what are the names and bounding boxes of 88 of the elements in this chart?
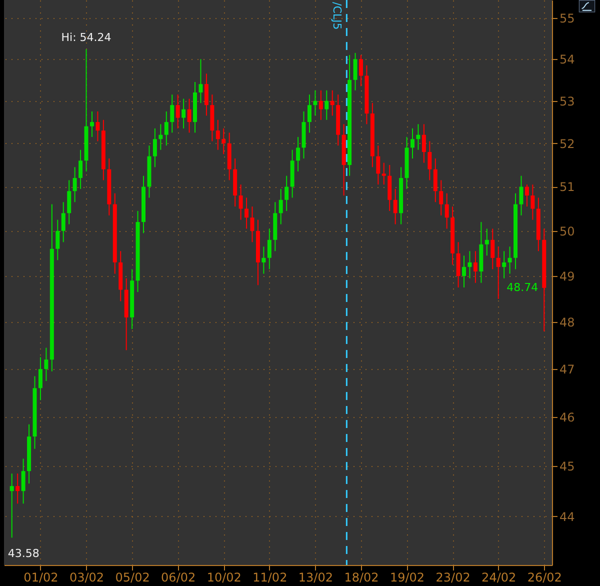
candlestick [158,124,163,150]
candlestick [21,458,26,504]
candlestick [284,175,289,212]
candlestick [176,94,180,129]
candlestick [530,184,535,220]
candlestick [244,197,249,230]
x-tick-label: 10/02 [206,570,242,584]
candlestick [10,473,14,538]
candlestick [473,250,478,284]
y-tick-label: 47 [560,362,575,377]
annotation: /CLJ5 [330,2,344,30]
y-tick-label: 54 [560,52,575,67]
candlestick [238,184,243,220]
candlestick [358,54,363,87]
x-tick-label: 26/02 [527,570,562,584]
candlestick [96,110,100,142]
annotation: 43.58 [8,547,40,560]
candlestick [428,140,432,181]
candlestick [61,202,66,243]
candlestick [519,175,524,216]
x-tick-label: 01/02 [24,570,58,584]
x-tick-label: 05/02 [115,570,150,584]
candlestick [508,246,512,274]
candlestick [56,219,60,261]
candlestick [250,206,254,243]
candlestick [216,119,220,150]
candlestick [439,180,444,216]
candlestick [170,94,174,134]
candlestick [78,149,83,190]
y-tick-label: 45 [560,460,575,474]
candlestick [416,124,420,150]
candlestick [502,250,506,279]
candlestick [490,228,495,270]
candlestick [16,473,20,504]
y-tick-label: 46 [560,410,575,425]
x-tick-label: 13/02 [298,570,333,584]
candlestick [307,94,312,134]
candlestick [410,128,414,159]
candlestick [484,228,489,256]
x-tick-label: 23/02 [436,570,470,584]
candlestick [262,246,266,274]
candlestick [198,58,203,104]
candlestick [524,184,529,208]
candlestick [278,188,283,225]
candlestick [313,90,318,116]
candlestick [433,158,438,203]
candlestick [330,90,334,116]
candlestick [296,136,300,172]
x-tick-label: 18/02 [344,570,379,584]
x-tick-label: 11/02 [252,570,288,584]
candlestick [222,128,226,155]
x-tick-label: 03/02 [69,570,104,584]
y-tick-label: 51 [560,180,575,194]
candlestick [204,73,208,116]
candlestick [90,110,94,138]
annotation: 48.74 [506,280,538,294]
annotation: Hi: 54.24 [61,31,112,44]
candlestick [382,162,386,186]
candlestick [353,52,358,91]
y-tick-label: 55 [560,12,575,26]
y-tick-label: 52 [560,136,575,151]
candlestick [468,250,472,279]
candlestick [182,98,186,129]
candlestick [456,242,460,288]
candlestick [44,347,48,382]
candlestick [267,228,272,270]
y-tick-label: 44 [560,510,575,524]
y-tick-label: 53 [560,94,575,108]
y-tick-label: 48 [560,316,575,330]
candlestick [38,356,42,401]
candlestick [496,246,500,300]
candlestick [187,98,192,134]
candlestick [318,90,323,120]
candlestick [72,166,77,203]
candlestick [393,188,398,225]
candlestick [444,192,449,230]
candlestick [422,124,426,164]
x-tick-label: 19/02 [390,570,425,584]
candlestick [164,110,168,146]
y-tick-label: 50 [560,224,575,238]
candlestick [376,145,380,186]
candlestick [462,255,466,288]
candlestick [67,180,72,225]
x-tick-label: 06/02 [161,570,196,584]
candlestick [152,128,157,168]
y-tick-label: 49 [560,270,575,284]
x-tick-label: 24/02 [482,570,516,584]
candlestick [324,90,329,120]
